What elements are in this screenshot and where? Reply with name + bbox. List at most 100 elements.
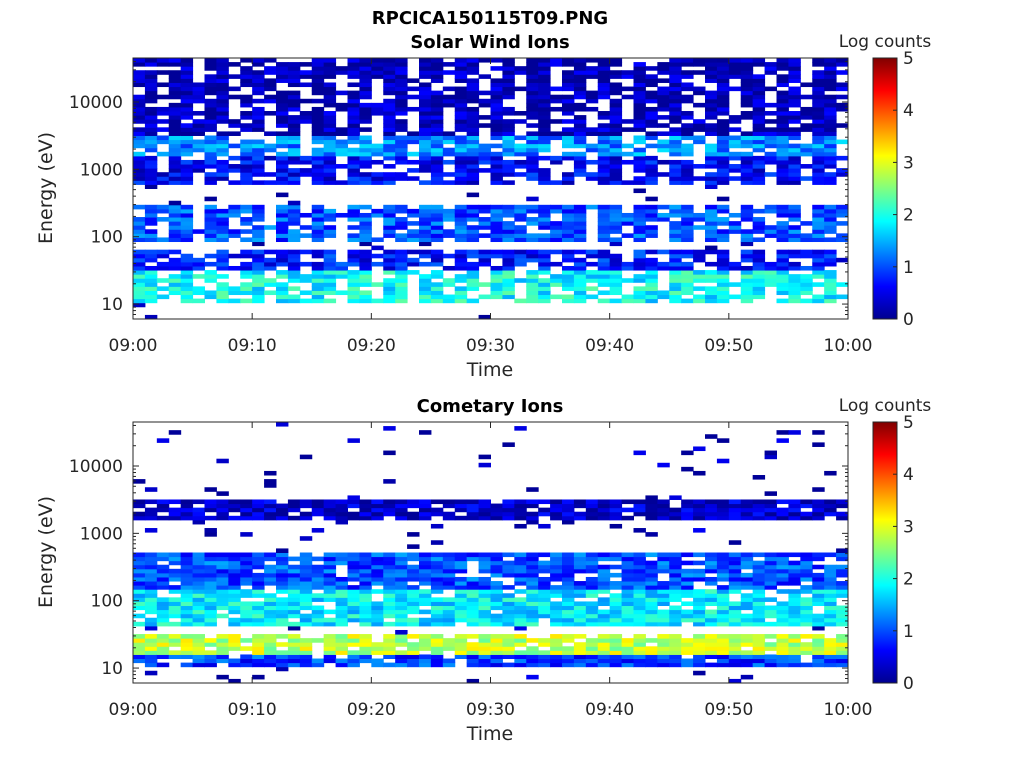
heatmap-cell	[836, 589, 849, 594]
heatmap-cell	[204, 139, 217, 145]
heatmap-cell	[442, 576, 456, 582]
heatmap-cell	[204, 111, 217, 116]
heatmap-cell	[597, 646, 611, 651]
heatmap-cell	[657, 658, 670, 664]
heatmap-cell	[705, 261, 718, 267]
heatmap-cell	[526, 290, 539, 296]
heatmap-cell	[514, 609, 527, 615]
heatmap-cell	[323, 568, 337, 574]
heatmap-cell	[264, 581, 277, 586]
heatmap-cell	[287, 261, 301, 267]
heatmap-cell	[252, 290, 265, 296]
heatmap-cell	[538, 261, 551, 267]
heatmap-cell	[609, 515, 623, 521]
heatmap-cell	[252, 229, 265, 234]
heatmap-cell	[168, 233, 182, 238]
heatmap-cell	[800, 115, 813, 120]
heatmap-cell	[728, 617, 742, 623]
heatmap-cell	[597, 642, 611, 647]
heatmap-cell	[192, 286, 205, 291]
heatmap-cell	[752, 503, 766, 509]
heatmap-cell	[466, 286, 480, 291]
heatmap-cell	[419, 298, 432, 304]
heatmap-cell	[573, 654, 587, 660]
heatmap-cell	[407, 503, 420, 509]
heatmap-cell	[419, 204, 432, 210]
heatmap-cell	[657, 147, 670, 153]
heatmap-cell	[192, 257, 205, 263]
heatmap-cell	[550, 617, 563, 623]
heatmap-cell	[609, 106, 623, 112]
heatmap-cell	[609, 290, 623, 296]
heatmap-cell	[645, 180, 658, 185]
heatmap-cell	[645, 212, 658, 218]
heatmap-cell	[526, 585, 539, 590]
heatmap-cell	[740, 634, 754, 639]
heatmap-cell	[502, 127, 515, 132]
heatmap-cell	[442, 102, 456, 108]
heatmap-cell	[752, 621, 766, 627]
heatmap-cell	[192, 131, 205, 136]
heatmap-cell	[621, 638, 634, 643]
heatmap-cell	[657, 62, 670, 67]
heatmap-cell	[776, 208, 789, 214]
heatmap-cell	[693, 576, 706, 582]
heatmap-cell	[621, 151, 634, 157]
heatmap-cell	[836, 282, 849, 287]
heatmap-cell	[252, 237, 265, 243]
heatmap-cell	[144, 605, 158, 611]
heatmap-cell	[836, 102, 849, 108]
heatmap-cell	[681, 265, 694, 271]
heatmap-cell	[347, 131, 360, 136]
heatmap-cell	[550, 515, 563, 521]
heatmap-cell	[323, 253, 337, 259]
heatmap-cell	[502, 609, 515, 615]
heatmap-cell	[669, 106, 682, 112]
heatmap-cell	[573, 115, 587, 120]
heatmap-cell	[144, 528, 158, 533]
heatmap-cell	[311, 155, 325, 161]
heatmap-cell	[681, 507, 694, 513]
heatmap-cell	[454, 159, 468, 165]
heatmap-cell	[192, 662, 205, 668]
heatmap-cell	[442, 62, 456, 67]
heatmap-cell	[681, 229, 694, 234]
heatmap-cell	[454, 221, 468, 226]
colorbar-tick-label: 0	[903, 674, 914, 694]
heatmap-cell	[740, 102, 754, 108]
heatmap-cell	[228, 678, 241, 684]
heatmap-cell	[430, 151, 444, 157]
colorbar-tick-label: 2	[903, 570, 914, 590]
heatmap-cell	[502, 58, 515, 63]
heatmap-cell	[490, 658, 503, 664]
heatmap-cell	[669, 617, 682, 623]
heatmap-cell	[812, 78, 825, 83]
heatmap-cell	[788, 572, 801, 578]
heatmap-cell	[514, 638, 527, 643]
heatmap-cell	[454, 237, 468, 243]
heatmap-cell	[538, 237, 551, 243]
heatmap-cell	[776, 515, 789, 521]
heatmap-cell	[740, 503, 754, 509]
heatmap-cell	[252, 90, 265, 96]
heatmap-cell	[716, 458, 730, 464]
heatmap-cell	[442, 98, 456, 104]
heatmap-cell	[454, 58, 468, 63]
heatmap-cell	[764, 62, 777, 67]
heatmap-cell	[359, 581, 372, 586]
heatmap-cell	[562, 86, 575, 92]
heatmap-cell	[407, 609, 420, 615]
heatmap-cell	[156, 556, 170, 562]
heatmap-cell	[621, 589, 634, 594]
heatmap-cell	[728, 638, 742, 643]
heatmap-cell	[609, 58, 623, 63]
heatmap-cell	[657, 217, 670, 222]
heatmap-cell	[740, 86, 754, 92]
heatmap-cell	[633, 568, 646, 574]
heatmap-cell	[705, 634, 718, 639]
heatmap-cell	[192, 290, 205, 296]
heatmap-cell	[204, 507, 217, 513]
heatmap-cell	[276, 94, 289, 100]
heatmap-cell	[180, 131, 194, 136]
heatmap-cell	[728, 135, 742, 141]
